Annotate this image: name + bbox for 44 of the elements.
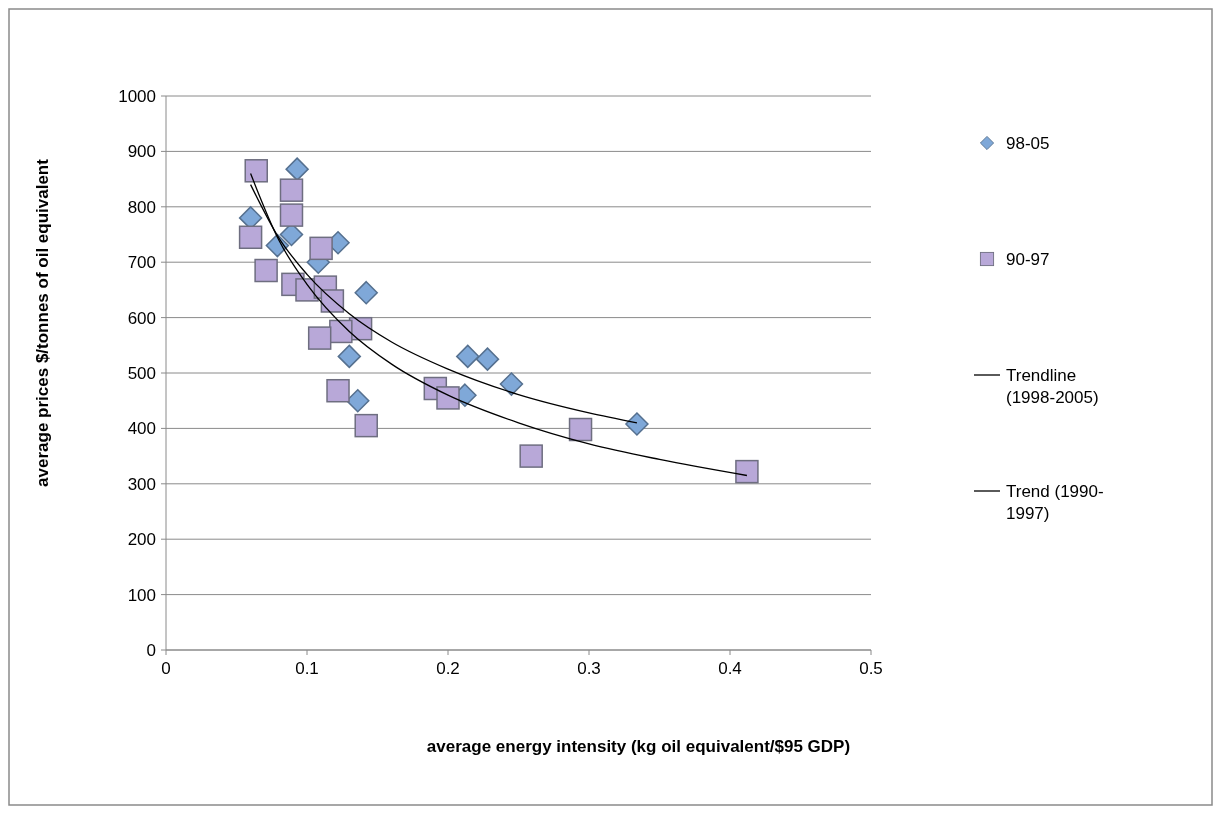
x-tick-label: 0.2 xyxy=(436,659,460,678)
legend-label: 90-97 xyxy=(1006,249,1050,269)
point xyxy=(354,413,378,438)
legend-label: Trendline (1998-2005) xyxy=(1006,365,1099,408)
point xyxy=(625,412,649,436)
y-tick-label: 0 xyxy=(146,640,156,660)
y-tick-label: 100 xyxy=(127,585,156,605)
y-axis-title: average prices $/tonnes of oil equivalent xyxy=(33,158,52,487)
x-tick-label: 0.5 xyxy=(859,659,883,678)
legend-label: 98-05 xyxy=(1006,133,1050,153)
point xyxy=(244,159,268,183)
point xyxy=(519,444,543,468)
point xyxy=(285,157,309,181)
y-tick-label: 300 xyxy=(127,474,156,494)
y-tick-label: 800 xyxy=(127,197,156,217)
point xyxy=(279,178,304,202)
y-tick-label: 700 xyxy=(127,253,156,273)
point xyxy=(735,459,759,484)
y-tick-label: 400 xyxy=(127,419,156,439)
y-tick-label: 200 xyxy=(127,530,156,550)
point xyxy=(238,225,263,250)
y-tick-label: 1000 xyxy=(118,86,156,106)
y-tick-label: 900 xyxy=(127,142,156,162)
point xyxy=(309,236,333,261)
x-axis-title: average energy intensity (kg oil equivalent/$95 GDP) xyxy=(426,737,851,756)
point xyxy=(475,347,500,371)
point xyxy=(254,258,278,283)
point xyxy=(436,386,460,410)
x-tick-label: 0.4 xyxy=(718,659,742,678)
y-tick-label: 600 xyxy=(127,308,156,328)
point xyxy=(307,326,332,350)
point xyxy=(346,388,370,413)
point xyxy=(354,280,378,305)
point xyxy=(279,203,304,227)
y-tick-label: 500 xyxy=(127,363,156,383)
point xyxy=(499,372,524,396)
point xyxy=(326,378,350,403)
legend-label: Trend (1990-1997) xyxy=(1006,481,1104,524)
point xyxy=(337,344,362,369)
x-tick-label: 0.1 xyxy=(295,659,319,678)
x-tick-label: 0 xyxy=(161,659,171,678)
point xyxy=(568,417,593,442)
point xyxy=(455,344,480,369)
x-tick-label: 0.3 xyxy=(577,659,601,678)
